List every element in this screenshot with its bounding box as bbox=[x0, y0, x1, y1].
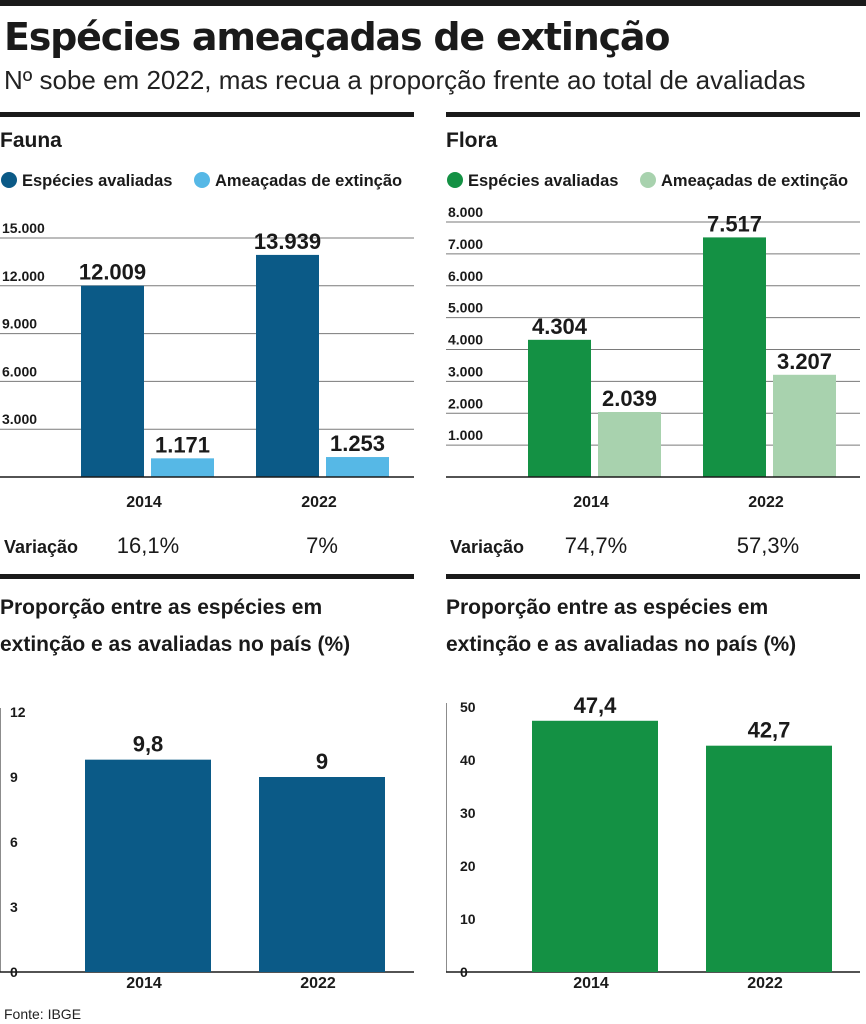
flora-chart: Flora Espécies avaliadas Ameaçadas de exti… bbox=[446, 112, 860, 558]
flora-legend-marker-avaliadas bbox=[447, 172, 463, 188]
fauna_proporcao-panel-title-line: extinção e as avaliadas no país (%) bbox=[0, 633, 350, 656]
fauna_proporcao-header-rule bbox=[0, 574, 414, 579]
fauna-chart: Fauna Espécies avaliadas Ameaçadas de exti… bbox=[0, 112, 414, 558]
flora-y-tick-label: 2.000 bbox=[448, 395, 483, 411]
fauna-legend-label-avaliadas: Espécies avaliadas bbox=[22, 172, 172, 190]
fauna-legend-marker-avaliadas bbox=[1, 172, 17, 188]
source-note: Fonte: IBGE bbox=[4, 1006, 82, 1022]
flora-legend-label-avaliadas: Espécies avaliadas bbox=[468, 172, 618, 190]
fauna-header-rule bbox=[0, 112, 414, 117]
flora-variation-value: 74,7% bbox=[565, 533, 627, 558]
flora-data-label: 3.207 bbox=[777, 349, 832, 374]
flora-x-tick-label: 2022 bbox=[748, 494, 784, 511]
page-title: Espécies ameaçadas de extinção bbox=[4, 15, 670, 59]
flora_proporcao-bar-2014 bbox=[532, 720, 658, 972]
flora_proporcao-data-label: 42,7 bbox=[748, 718, 791, 743]
fauna-data-label: 1.171 bbox=[155, 432, 210, 457]
fauna-x-tick-label: 2022 bbox=[301, 494, 337, 511]
flora-y-tick-label: 6.000 bbox=[448, 268, 483, 284]
flora-x-tick-label: 2014 bbox=[573, 494, 609, 511]
fauna-bar-avaliadas-2022 bbox=[256, 254, 319, 477]
flora_proporcao-header-rule bbox=[446, 574, 860, 579]
flora-bar-avaliadas-2014 bbox=[528, 339, 591, 477]
flora-variation-label: Variação bbox=[450, 537, 524, 557]
flora-header-rule bbox=[446, 112, 860, 117]
fauna-x-tick-label: 2014 bbox=[126, 494, 162, 511]
fauna-variation-value: 7% bbox=[306, 533, 338, 558]
flora-y-tick-label: 5.000 bbox=[448, 300, 483, 316]
fauna-legend-label-ameacadas: Ameaçadas de extinção bbox=[215, 172, 402, 190]
flora-panel-title: Flora bbox=[446, 129, 498, 152]
fauna-bar-avaliadas-2014 bbox=[81, 285, 144, 477]
fauna-y-tick-label: 6.000 bbox=[2, 363, 37, 379]
fauna-proportion-chart: Proporção entre as espécies em extinção e… bbox=[0, 574, 414, 992]
flora_proporcao-panel-title-line: Proporção entre as espécies em bbox=[446, 596, 768, 619]
top-rule bbox=[0, 0, 866, 6]
fauna_proporcao-y-tick-label: 6 bbox=[10, 834, 18, 850]
flora-data-label: 2.039 bbox=[602, 386, 657, 411]
flora_proporcao-data-label: 47,4 bbox=[574, 693, 618, 718]
fauna_proporcao-bar-2014 bbox=[85, 759, 211, 972]
flora-data-label: 4.304 bbox=[532, 314, 588, 339]
flora_proporcao-y-tick-label: 50 bbox=[460, 699, 476, 715]
page-subtitle: Nº sobe em 2022, mas recua a proporção f… bbox=[4, 65, 806, 95]
fauna-bar-ameacadas-2014 bbox=[151, 458, 214, 477]
fauna-variation-label: Variação bbox=[4, 537, 78, 557]
fauna-legend-marker-ameacadas bbox=[194, 172, 210, 188]
flora_proporcao-panel-title: Proporção entre as espécies em extinção e… bbox=[446, 596, 796, 656]
flora-legend-marker-ameacadas bbox=[640, 172, 656, 188]
flora-y-tick-label: 1.000 bbox=[448, 427, 483, 443]
fauna_proporcao-x-tick-label: 2014 bbox=[126, 975, 162, 992]
flora-bar-ameacadas-2014 bbox=[598, 412, 661, 477]
flora-bar-ameacadas-2022 bbox=[773, 374, 836, 477]
fauna_proporcao-data-label: 9 bbox=[316, 749, 328, 774]
flora_proporcao-y-tick-label: 30 bbox=[460, 805, 476, 821]
flora_proporcao-bar-2022 bbox=[706, 745, 832, 972]
flora-bar-avaliadas-2022 bbox=[703, 237, 766, 477]
fauna_proporcao-y-tick-label: 12 bbox=[10, 704, 26, 720]
fauna-y-tick-label: 12.000 bbox=[2, 268, 45, 284]
flora-y-tick-label: 3.000 bbox=[448, 363, 483, 379]
fauna_proporcao-data-label: 9,8 bbox=[133, 732, 164, 757]
flora_proporcao-panel-title-line: extinção e as avaliadas no país (%) bbox=[446, 633, 796, 656]
flora-variation-value: 57,3% bbox=[737, 533, 799, 558]
fauna-y-tick-label: 15.000 bbox=[2, 220, 45, 236]
flora-data-label: 7.517 bbox=[707, 211, 762, 236]
fauna-data-label: 13.939 bbox=[254, 229, 321, 254]
fauna_proporcao-panel-title: Proporção entre as espécies em extinção e… bbox=[0, 596, 350, 656]
flora-y-tick-label: 4.000 bbox=[448, 332, 483, 348]
flora-legend-label-ameacadas: Ameaçadas de extinção bbox=[661, 172, 848, 190]
flora-proportion-chart: Proporção entre as espécies em extinção e… bbox=[446, 574, 860, 992]
flora_proporcao-y-tick-label: 40 bbox=[460, 752, 476, 768]
flora_proporcao-y-tick-label: 10 bbox=[460, 911, 476, 927]
flora-y-tick-label: 7.000 bbox=[448, 236, 483, 252]
fauna_proporcao-x-tick-label: 2022 bbox=[300, 975, 336, 992]
flora_proporcao-y-tick-label: 20 bbox=[460, 858, 476, 874]
fauna_proporcao-bar-2022 bbox=[259, 777, 385, 972]
fauna-variation-value: 16,1% bbox=[117, 533, 179, 558]
fauna-panel-title: Fauna bbox=[0, 129, 62, 152]
fauna-y-tick-label: 9.000 bbox=[2, 316, 37, 332]
fauna-y-tick-label: 3.000 bbox=[2, 411, 37, 427]
flora_proporcao-x-tick-label: 2022 bbox=[747, 975, 783, 992]
fauna_proporcao-y-tick-label: 9 bbox=[10, 769, 18, 785]
fauna_proporcao-panel-title-line: Proporção entre as espécies em bbox=[0, 596, 322, 619]
fauna_proporcao-y-tick-label: 3 bbox=[10, 899, 18, 915]
fauna-bar-ameacadas-2022 bbox=[326, 457, 389, 477]
flora_proporcao-x-tick-label: 2014 bbox=[573, 975, 609, 992]
flora-y-tick-label: 8.000 bbox=[448, 204, 483, 220]
fauna-data-label: 1.253 bbox=[330, 431, 385, 456]
fauna-data-label: 12.009 bbox=[79, 260, 146, 285]
